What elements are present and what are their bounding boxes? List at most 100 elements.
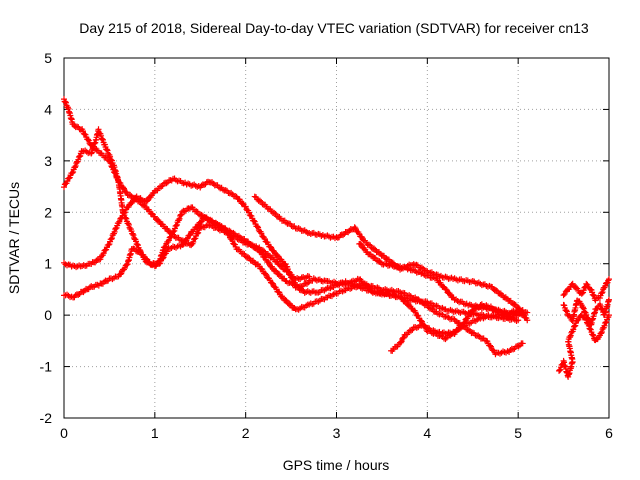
data-point	[210, 219, 217, 226]
y-tick-label-0: -2	[40, 410, 53, 426]
data-point	[598, 290, 605, 297]
data-point	[190, 238, 197, 245]
data-point	[583, 280, 590, 287]
data-point	[107, 156, 114, 163]
data-point	[173, 221, 180, 228]
y-tick-label-6: 4	[44, 101, 52, 117]
y-tick-label-1: -1	[40, 359, 53, 375]
data-point	[190, 236, 197, 243]
data-point	[180, 240, 187, 247]
data-point	[590, 292, 597, 299]
data-point	[229, 237, 236, 244]
data-point	[116, 218, 123, 225]
data-point	[406, 301, 413, 308]
series-track-4	[61, 204, 313, 301]
data-point	[84, 136, 91, 143]
data-point	[75, 154, 82, 161]
data-point	[123, 261, 130, 268]
data-point	[195, 229, 202, 236]
data-point	[511, 301, 518, 308]
data-point	[69, 170, 76, 177]
data-point	[510, 346, 517, 353]
data-point	[398, 338, 405, 345]
data-point	[589, 331, 596, 338]
data-point	[272, 267, 279, 274]
data-point	[584, 281, 591, 288]
data-point	[262, 270, 269, 277]
data-point	[413, 261, 420, 268]
data-point	[176, 215, 183, 222]
x-tick-label-4: 4	[423, 425, 431, 441]
data-point	[123, 189, 130, 196]
data-point	[118, 270, 125, 277]
y-tick-label-2: 0	[44, 307, 52, 323]
x-tick-label-1: 1	[151, 425, 159, 441]
data-point	[193, 224, 200, 231]
data-point	[573, 284, 580, 291]
data-point	[95, 126, 102, 133]
data-point	[567, 332, 574, 339]
data-point	[105, 241, 112, 248]
data-point	[602, 320, 609, 327]
data-point	[586, 325, 593, 332]
data-point	[339, 232, 346, 239]
series-track-3	[61, 175, 522, 343]
data-point	[606, 276, 612, 283]
data-point	[170, 229, 176, 236]
series-track-10	[560, 296, 612, 328]
data-point	[469, 329, 476, 336]
data-point	[162, 243, 169, 250]
grid	[64, 58, 609, 418]
data-point	[563, 307, 570, 314]
data-point	[188, 242, 195, 249]
data-point	[570, 323, 577, 330]
data-point	[122, 209, 129, 216]
data-point	[178, 211, 185, 218]
data-point	[62, 99, 69, 106]
data-point	[590, 332, 597, 339]
series-track-7	[356, 240, 526, 317]
data-point	[357, 240, 364, 247]
data-point	[351, 224, 358, 231]
data-point	[75, 156, 82, 163]
data-point	[72, 164, 79, 171]
data-point	[72, 162, 79, 169]
y-tick-label-5: 3	[44, 153, 52, 169]
data-point	[250, 217, 257, 224]
data-point	[400, 334, 407, 341]
data-point	[461, 319, 468, 326]
data-point	[173, 222, 180, 229]
data-point	[98, 132, 105, 139]
data-point	[598, 305, 605, 312]
data-point	[515, 343, 522, 350]
data-point	[194, 230, 201, 237]
data-points	[61, 96, 612, 380]
data-point	[61, 184, 67, 191]
data-point	[148, 210, 155, 217]
data-point	[158, 183, 165, 190]
data-point	[109, 235, 116, 242]
data-point	[127, 191, 134, 198]
data-point	[563, 308, 570, 315]
data-point	[130, 232, 137, 239]
data-point	[97, 256, 104, 263]
data-point	[100, 250, 107, 257]
data-point	[569, 280, 576, 287]
data-point	[255, 224, 262, 231]
data-point	[62, 98, 69, 105]
y-tick-label-4: 2	[44, 204, 52, 220]
data-point	[268, 279, 275, 286]
data-point	[556, 367, 563, 374]
data-point	[598, 330, 605, 337]
data-point	[418, 318, 425, 325]
data-point	[519, 340, 526, 347]
data-point	[125, 220, 132, 227]
data-point	[245, 254, 252, 261]
data-point	[567, 333, 574, 340]
data-point	[129, 230, 136, 237]
x-tick-label-6: 6	[605, 425, 613, 441]
y-tick-label-3: 1	[44, 256, 52, 272]
data-point	[583, 311, 590, 318]
data-point	[265, 258, 272, 265]
